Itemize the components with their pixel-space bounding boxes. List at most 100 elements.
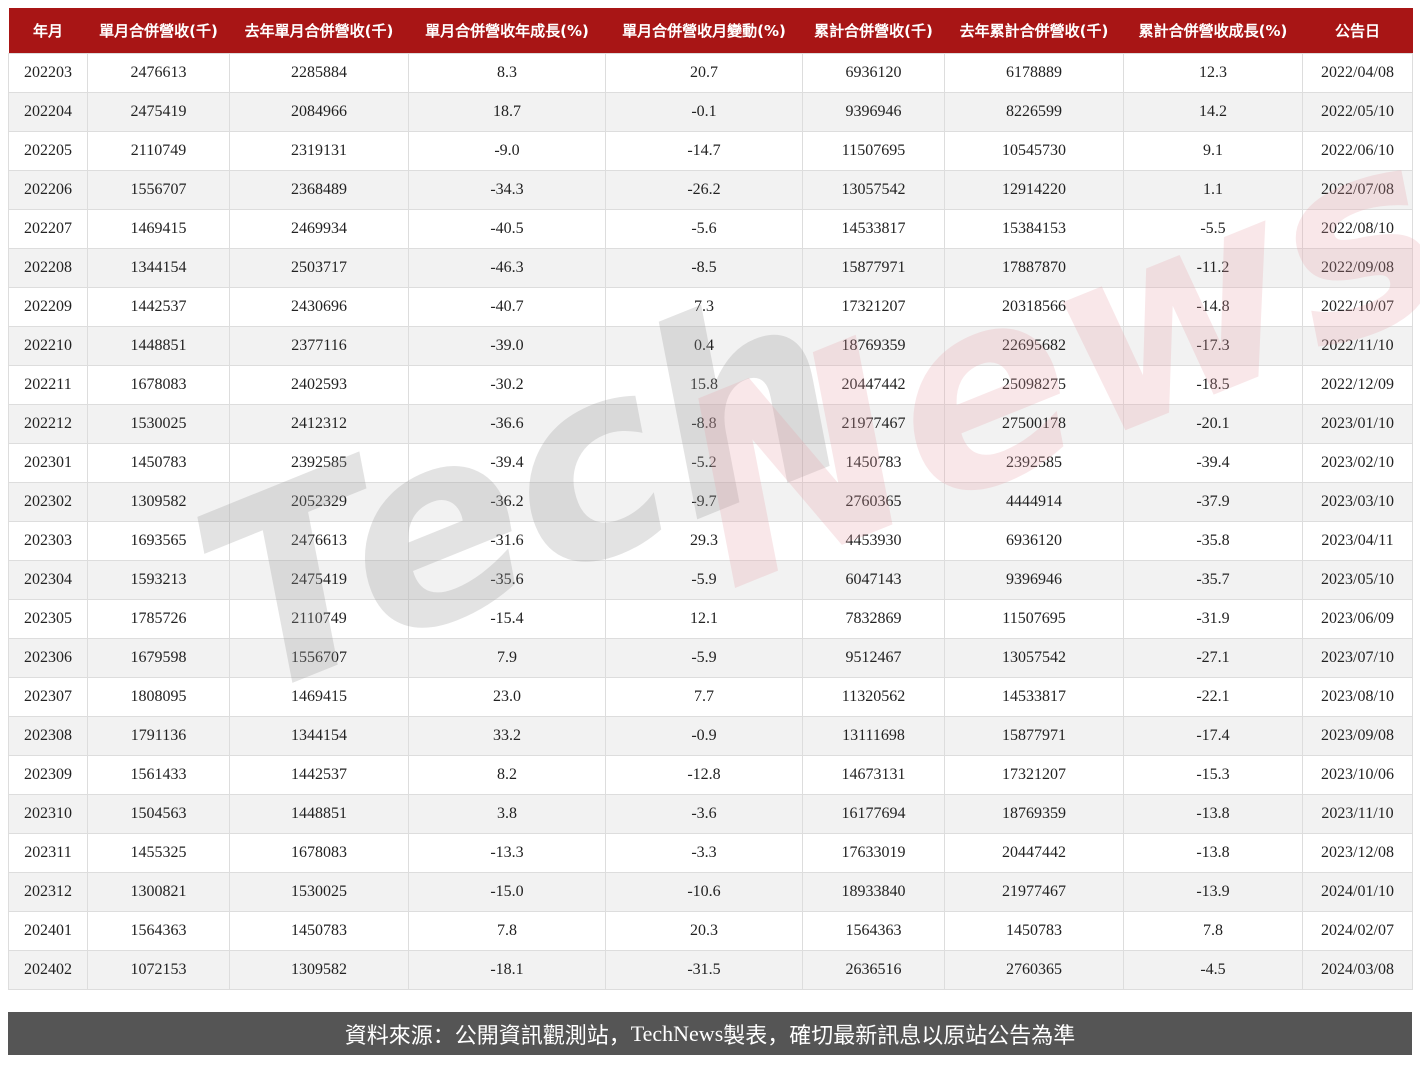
table-cell: 6047143 bbox=[802, 560, 945, 600]
table-cell: -5.2 bbox=[605, 443, 803, 483]
table-cell: 1785726 bbox=[87, 599, 230, 639]
table-cell: 17887870 bbox=[944, 248, 1124, 288]
table-cell: 2475419 bbox=[229, 560, 409, 600]
table-cell: 7.9 bbox=[408, 638, 606, 678]
table-cell: 1678083 bbox=[229, 833, 409, 873]
table-cell: 2023/04/11 bbox=[1302, 521, 1413, 561]
table-cell: 2023/11/10 bbox=[1302, 794, 1413, 834]
column-header: 累計合併營收(千) bbox=[802, 8, 945, 54]
table-cell: 2023/12/08 bbox=[1302, 833, 1413, 873]
table-cell: -15.4 bbox=[408, 599, 606, 639]
table-cell: 1564363 bbox=[87, 911, 230, 951]
table-cell: 4453930 bbox=[802, 521, 945, 561]
table-cell: 2023/01/10 bbox=[1302, 404, 1413, 444]
table-cell: -5.5 bbox=[1123, 209, 1303, 249]
table-row: 202301 1450783 2392585 -39.4 -5.2 1450783 2392… bbox=[8, 443, 1413, 483]
table-cell: 2023/02/10 bbox=[1302, 443, 1413, 483]
table-cell: 13111698 bbox=[802, 716, 945, 756]
table-cell: -3.3 bbox=[605, 833, 803, 873]
table-cell: -15.0 bbox=[408, 872, 606, 912]
column-header: 公告日 bbox=[1302, 8, 1413, 54]
table-cell: -36.6 bbox=[408, 404, 606, 444]
table-cell: 2023/08/10 bbox=[1302, 677, 1413, 717]
table-cell: 1556707 bbox=[87, 170, 230, 210]
table-cell: 9396946 bbox=[944, 560, 1124, 600]
table-cell: 2503717 bbox=[229, 248, 409, 288]
table-cell: 202307 bbox=[8, 677, 88, 717]
table-cell: -31.5 bbox=[605, 950, 803, 990]
table-cell: -17.3 bbox=[1123, 326, 1303, 366]
column-header: 去年累計合併營收(千) bbox=[944, 8, 1124, 54]
table-cell: 1504563 bbox=[87, 794, 230, 834]
table-cell: 1561433 bbox=[87, 755, 230, 795]
table-cell: 14.2 bbox=[1123, 92, 1303, 132]
table-row: 202211 1678083 2402593 -30.2 15.8 20447442 250… bbox=[8, 365, 1413, 405]
table-cell: 1309582 bbox=[87, 482, 230, 522]
table-cell: 20318566 bbox=[944, 287, 1124, 327]
table-cell: 202208 bbox=[8, 248, 88, 288]
table-cell: -22.1 bbox=[1123, 677, 1303, 717]
table-cell: 2760365 bbox=[944, 950, 1124, 990]
table-cell: 29.3 bbox=[605, 521, 803, 561]
table-cell: 2052329 bbox=[229, 482, 409, 522]
table-cell: 27500178 bbox=[944, 404, 1124, 444]
table-row: 202207 1469415 2469934 -40.5 -5.6 14533817 153… bbox=[8, 209, 1413, 249]
table-cell: 1450783 bbox=[229, 911, 409, 951]
table-cell: 1469415 bbox=[229, 677, 409, 717]
table-cell: 2024/03/08 bbox=[1302, 950, 1413, 990]
table-cell: 20447442 bbox=[802, 365, 945, 405]
table-cell: 8226599 bbox=[944, 92, 1124, 132]
table-cell: 1442537 bbox=[229, 755, 409, 795]
table-cell: 2430696 bbox=[229, 287, 409, 327]
table-row: 202308 1791136 1344154 33.2 -0.9 13111698 1587… bbox=[8, 716, 1413, 756]
table-cell: -34.3 bbox=[408, 170, 606, 210]
table-cell: -12.8 bbox=[605, 755, 803, 795]
table-cell: 2476613 bbox=[87, 53, 230, 93]
table-cell: -14.8 bbox=[1123, 287, 1303, 327]
footer-brand: TechNews bbox=[630, 1020, 724, 1046]
table-cell: 202301 bbox=[8, 443, 88, 483]
table-cell: -5.9 bbox=[605, 638, 803, 678]
table-row: 202306 1679598 1556707 7.9 -5.9 9512467 130575… bbox=[8, 638, 1413, 678]
table-cell: 202209 bbox=[8, 287, 88, 327]
table-cell: 18769359 bbox=[944, 794, 1124, 834]
table-cell: 2022/09/08 bbox=[1302, 248, 1413, 288]
table-cell: -9.7 bbox=[605, 482, 803, 522]
table-cell: 18769359 bbox=[802, 326, 945, 366]
table-cell: 22695682 bbox=[944, 326, 1124, 366]
column-header: 累計合併營收成長(%) bbox=[1123, 8, 1303, 54]
table-cell: 2023/10/06 bbox=[1302, 755, 1413, 795]
table-cell: 2285884 bbox=[229, 53, 409, 93]
table-cell: 9512467 bbox=[802, 638, 945, 678]
table-cell: -40.5 bbox=[408, 209, 606, 249]
table-cell: -40.7 bbox=[408, 287, 606, 327]
table-row: 202307 1808095 1469415 23.0 7.7 11320562 14533… bbox=[8, 677, 1413, 717]
table-row: 202209 1442537 2430696 -40.7 7.3 17321207 2031… bbox=[8, 287, 1413, 327]
table-cell: 21977467 bbox=[802, 404, 945, 444]
table-cell: 1300821 bbox=[87, 872, 230, 912]
source-footer: 資料來源：公開資訊觀測站， TechNews 製表，確切最新訊息以原站公告為準 bbox=[8, 1012, 1412, 1055]
table-cell: 1693565 bbox=[87, 521, 230, 561]
table-cell: 1556707 bbox=[229, 638, 409, 678]
table-cell: -14.7 bbox=[605, 131, 803, 171]
table-cell: -27.1 bbox=[1123, 638, 1303, 678]
table-row: 202210 1448851 2377116 -39.0 0.4 18769359 2269… bbox=[8, 326, 1413, 366]
table-header-row: 年月 單月合併營收(千) 去年單月合併營收(千) 單月合併營收年成長(%) 單月合併營收… bbox=[8, 8, 1413, 54]
table-cell: 6178889 bbox=[944, 53, 1124, 93]
table-cell: -10.6 bbox=[605, 872, 803, 912]
table-cell: 202306 bbox=[8, 638, 88, 678]
table-cell: 1344154 bbox=[87, 248, 230, 288]
table-cell: 6936120 bbox=[944, 521, 1124, 561]
table-cell: 2110749 bbox=[229, 599, 409, 639]
table-cell: 7.8 bbox=[1123, 911, 1303, 951]
table-row: 202309 1561433 1442537 8.2 -12.8 14673131 1732… bbox=[8, 755, 1413, 795]
table-cell: -5.6 bbox=[605, 209, 803, 249]
table-cell: -0.9 bbox=[605, 716, 803, 756]
table-cell: 15877971 bbox=[802, 248, 945, 288]
table-cell: 1448851 bbox=[229, 794, 409, 834]
table-cell: 1678083 bbox=[87, 365, 230, 405]
table-cell: 2402593 bbox=[229, 365, 409, 405]
table-cell: 1530025 bbox=[229, 872, 409, 912]
table-cell: 23.0 bbox=[408, 677, 606, 717]
table-cell: 2636516 bbox=[802, 950, 945, 990]
